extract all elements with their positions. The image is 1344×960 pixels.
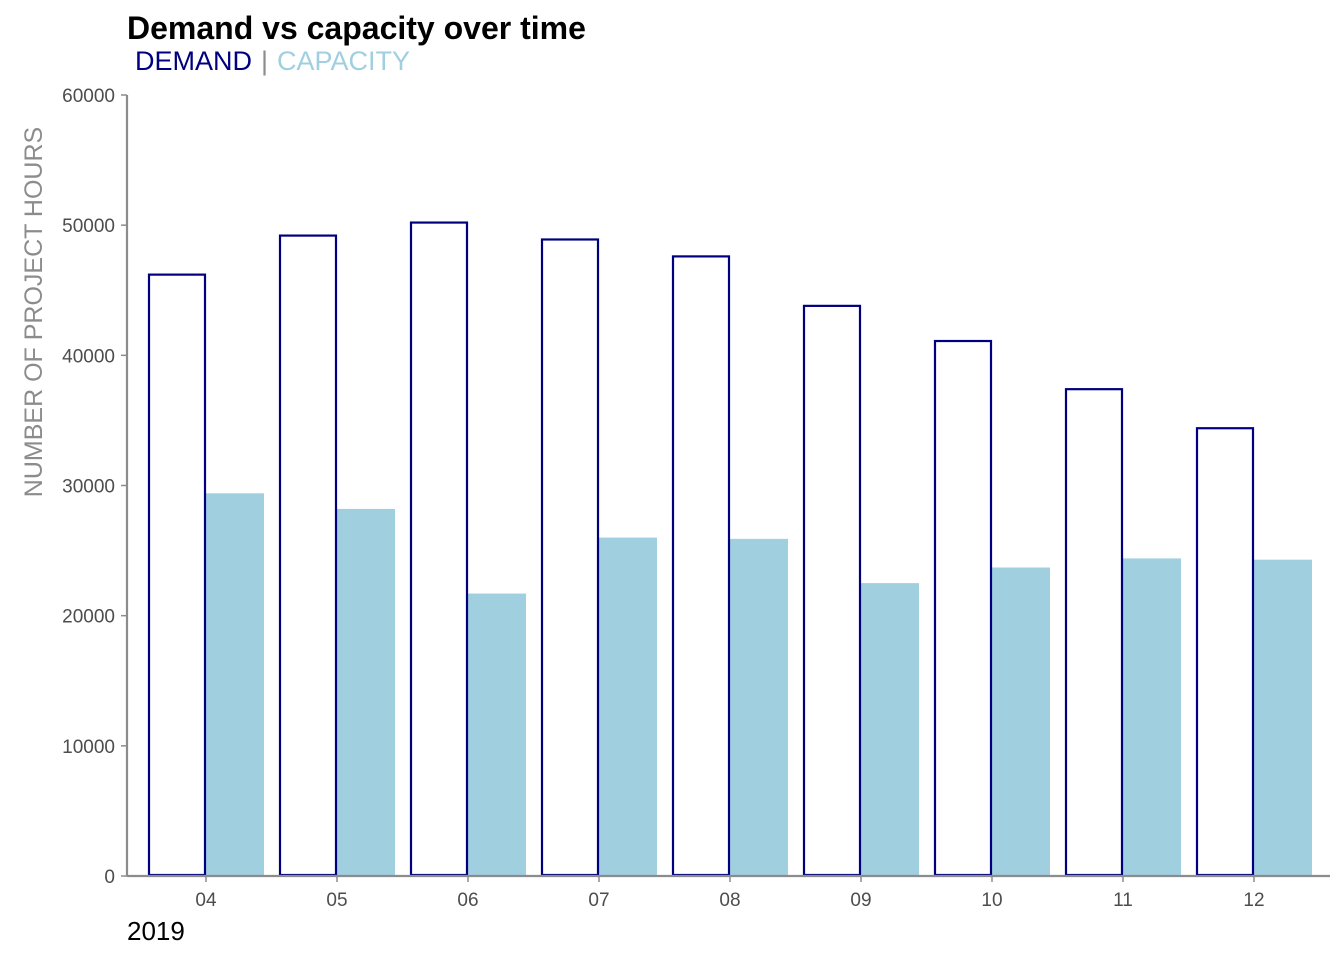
- x-tick-label: 10: [981, 890, 1002, 911]
- capacity-bar: [730, 538, 788, 876]
- y-axis-title: NUMBER OF PROJECT HOURS: [20, 127, 48, 497]
- demand-bar: [409, 221, 469, 877]
- x-tick-label: 06: [457, 890, 478, 911]
- capacity-bar: [861, 583, 919, 876]
- demand-bar: [1064, 388, 1124, 877]
- capacity-bar: [1123, 558, 1181, 876]
- demand-bar: [540, 238, 600, 877]
- y-tick-label: 10000: [62, 737, 115, 758]
- demand-bar: [802, 304, 862, 877]
- capacity-bar: [468, 593, 526, 876]
- legend-separator: |: [261, 46, 269, 76]
- demand-bar: [1195, 427, 1255, 877]
- y-tick-label: 50000: [62, 216, 115, 237]
- x-tick-label: 04: [195, 890, 217, 911]
- chart-title: Demand vs capacity over time: [127, 10, 586, 46]
- y-tick-label: 40000: [62, 346, 115, 367]
- y-tick-label: 30000: [62, 477, 115, 498]
- x-tick-label: 09: [850, 890, 871, 911]
- x-year-label: 2019: [127, 916, 185, 946]
- y-tick-label: 20000: [62, 607, 115, 628]
- capacity-bar: [992, 567, 1050, 876]
- y-tick-label: 60000: [62, 86, 115, 107]
- x-tick-label: 08: [719, 890, 740, 911]
- x-tick-label: 11: [1113, 890, 1133, 911]
- capacity-bar: [1254, 559, 1312, 876]
- legend-demand: DEMAND: [135, 46, 253, 76]
- x-tick-label: 05: [326, 890, 347, 911]
- demand-bar: [278, 234, 338, 877]
- chart-legend: DEMAND | CAPACITY: [135, 46, 410, 77]
- capacity-bar: [206, 493, 264, 876]
- x-tick-label: 12: [1243, 890, 1264, 911]
- capacity-bar: [337, 508, 395, 876]
- capacity-bar: [599, 537, 657, 876]
- y-tick-label: 0: [104, 867, 115, 888]
- demand-bar: [147, 273, 207, 877]
- demand-bar: [933, 339, 993, 877]
- demand-bar: [671, 255, 731, 877]
- x-tick-label: 07: [588, 890, 609, 911]
- legend-capacity: CAPACITY: [277, 46, 411, 76]
